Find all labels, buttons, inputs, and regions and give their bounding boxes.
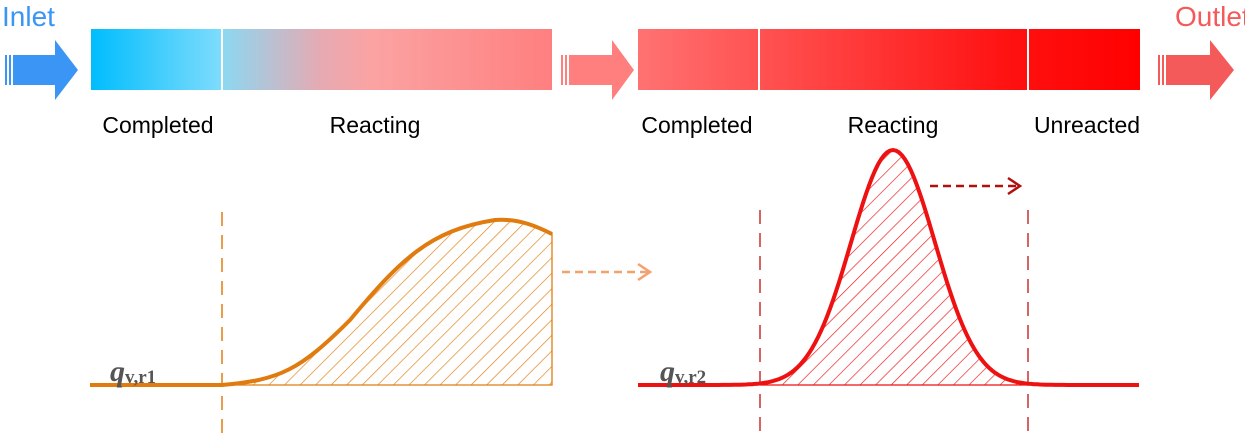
curve-label-q-r2: qv,r2 [660, 355, 706, 388]
zone-label-reacting-1: Reacting [330, 112, 421, 138]
reactor-1-profile: qv,r1 [90, 212, 553, 440]
zone-label-completed-1: Completed [102, 112, 213, 138]
dashed-arrow-icon [930, 176, 1023, 196]
inlet-arrow-icon [5, 40, 78, 100]
outlet-label: Outlet [1175, 1, 1245, 32]
curve-q-r2 [638, 147, 1139, 387]
reactor-1-bar [91, 29, 552, 90]
reactor-2-bar [638, 29, 1140, 90]
reactor-2-profile: qv,r2 [638, 147, 1139, 440]
curve-label-q-r1: qv,r1 [110, 355, 156, 388]
zone-label-unreacted-2: Unreacted [1034, 112, 1140, 138]
curve-q-r1 [90, 217, 553, 387]
zone-label-reacting-2: Reacting [848, 112, 939, 138]
dashed-arrow-icon [562, 262, 653, 282]
outlet-arrow-icon [1158, 40, 1234, 100]
transfer-arrow-icon [561, 40, 634, 100]
zone-label-completed-2: Completed [641, 112, 752, 138]
inlet-label: Inlet [2, 1, 55, 32]
